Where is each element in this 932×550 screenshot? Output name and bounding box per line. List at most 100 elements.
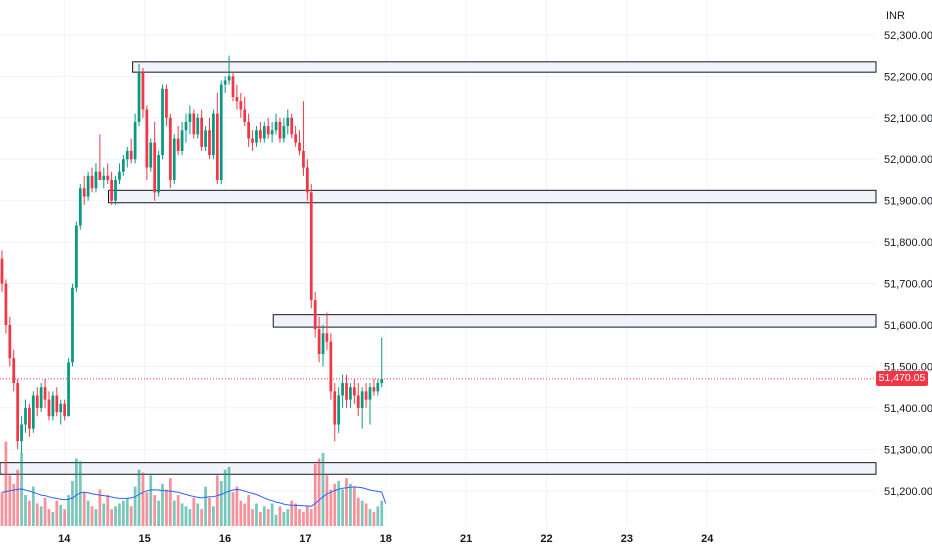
volume-bar xyxy=(176,495,180,526)
volume-bar xyxy=(278,506,282,526)
candle-body xyxy=(71,287,74,363)
candle-body xyxy=(82,188,86,197)
volume-bar xyxy=(215,475,219,526)
volume-bar xyxy=(125,497,129,526)
currency-label[interactable]: INR xyxy=(886,10,905,22)
candle-body xyxy=(200,117,204,147)
volume-bar xyxy=(372,511,376,526)
volume-bar xyxy=(290,500,294,526)
candle-body xyxy=(86,175,90,197)
volume-bar xyxy=(94,509,98,526)
price-zone xyxy=(107,189,877,204)
candle-body xyxy=(24,407,27,425)
volume-bar xyxy=(121,500,125,526)
candle-body xyxy=(172,138,176,180)
y-tick-label: 51,700.00 xyxy=(884,279,932,291)
candle-body xyxy=(137,72,141,122)
candle-body xyxy=(321,333,325,355)
volume-bar xyxy=(243,503,247,526)
candle-body xyxy=(118,171,121,180)
candle-body xyxy=(341,383,344,396)
volume-bar xyxy=(165,489,168,526)
y-tick-label: 51,800.00 xyxy=(884,237,932,249)
candle-body xyxy=(231,76,235,98)
candle-body xyxy=(360,391,364,408)
candle-body xyxy=(376,383,380,392)
candle-body xyxy=(168,117,172,180)
candle-body xyxy=(78,188,82,226)
candle-body xyxy=(47,399,51,417)
x-tick-label: 14 xyxy=(58,533,71,545)
candle-body xyxy=(337,395,341,425)
candle-body xyxy=(290,117,294,135)
candle-body xyxy=(98,171,102,180)
candle-body xyxy=(153,142,157,193)
x-axis[interactable]: 14 15 16 17 18 21 22 23 24 xyxy=(58,533,714,545)
candle-body xyxy=(270,130,274,135)
volume-bar xyxy=(129,506,133,526)
volume-bar xyxy=(270,503,274,526)
volume-bar xyxy=(161,483,164,526)
candle-body xyxy=(223,80,227,85)
volume-bar xyxy=(313,464,317,526)
volume-bar xyxy=(282,511,286,526)
candle-body xyxy=(121,159,125,172)
volume-bar xyxy=(251,509,254,526)
candle-body xyxy=(333,391,337,425)
y-tick-label: 52,100.00 xyxy=(884,113,932,125)
candle-body xyxy=(133,121,137,160)
y-tick-label: 52,300.00 xyxy=(884,30,932,42)
candle-body xyxy=(188,113,192,122)
x-tick-label: 24 xyxy=(701,533,714,545)
candle-body xyxy=(313,300,317,330)
volume-bar xyxy=(219,481,223,526)
candle-body xyxy=(51,395,55,417)
volume-bar xyxy=(329,489,333,526)
volume-bar xyxy=(192,497,196,526)
volume-bar xyxy=(137,469,141,526)
volume-bar xyxy=(16,469,20,526)
x-tick-label: 15 xyxy=(139,533,151,545)
candle-body xyxy=(59,403,63,413)
candle-body xyxy=(176,138,180,151)
volume-bar xyxy=(82,492,86,526)
volume-bar xyxy=(356,497,360,526)
last-price-tag: 51,470.05 xyxy=(876,371,928,387)
volume-bar xyxy=(8,475,12,526)
volume-bar xyxy=(247,495,251,526)
volume-bar xyxy=(309,509,313,526)
candle-body xyxy=(219,84,223,180)
x-tick-label: 21 xyxy=(460,533,472,545)
volume-bar xyxy=(102,503,106,526)
volume-bar xyxy=(223,469,227,526)
volume-bar xyxy=(114,506,117,526)
volume-bar xyxy=(86,500,90,526)
candle-body xyxy=(145,109,149,168)
candle-body xyxy=(4,283,8,326)
candle-body xyxy=(31,395,35,429)
y-tick-label: 52,200.00 xyxy=(884,71,932,83)
candle-body xyxy=(278,121,282,139)
volume-bar xyxy=(31,486,35,526)
candle-body xyxy=(55,395,59,413)
y-tick-label: 51,300.00 xyxy=(884,444,932,456)
candle-body xyxy=(266,126,270,135)
volume-bar xyxy=(227,466,231,526)
volume-bar xyxy=(59,504,63,526)
candle-body xyxy=(317,329,321,355)
volume-bar xyxy=(28,500,31,526)
volume-bar xyxy=(75,458,78,526)
candle-body xyxy=(282,126,286,139)
candle-body xyxy=(192,113,196,135)
y-tick-label: 51,600.00 xyxy=(884,320,932,332)
volume-bar xyxy=(98,489,102,526)
price-zone xyxy=(132,61,877,73)
y-axis[interactable]: 51,200.00 51,300.00 51,400.00 51,500.00 51,6… xyxy=(884,30,932,498)
candle-body xyxy=(110,179,113,201)
candle-body xyxy=(262,126,266,139)
volume-bar xyxy=(266,509,270,526)
candle-body xyxy=(329,341,333,392)
candle-body xyxy=(302,150,305,168)
x-tick-label: 18 xyxy=(380,533,392,545)
